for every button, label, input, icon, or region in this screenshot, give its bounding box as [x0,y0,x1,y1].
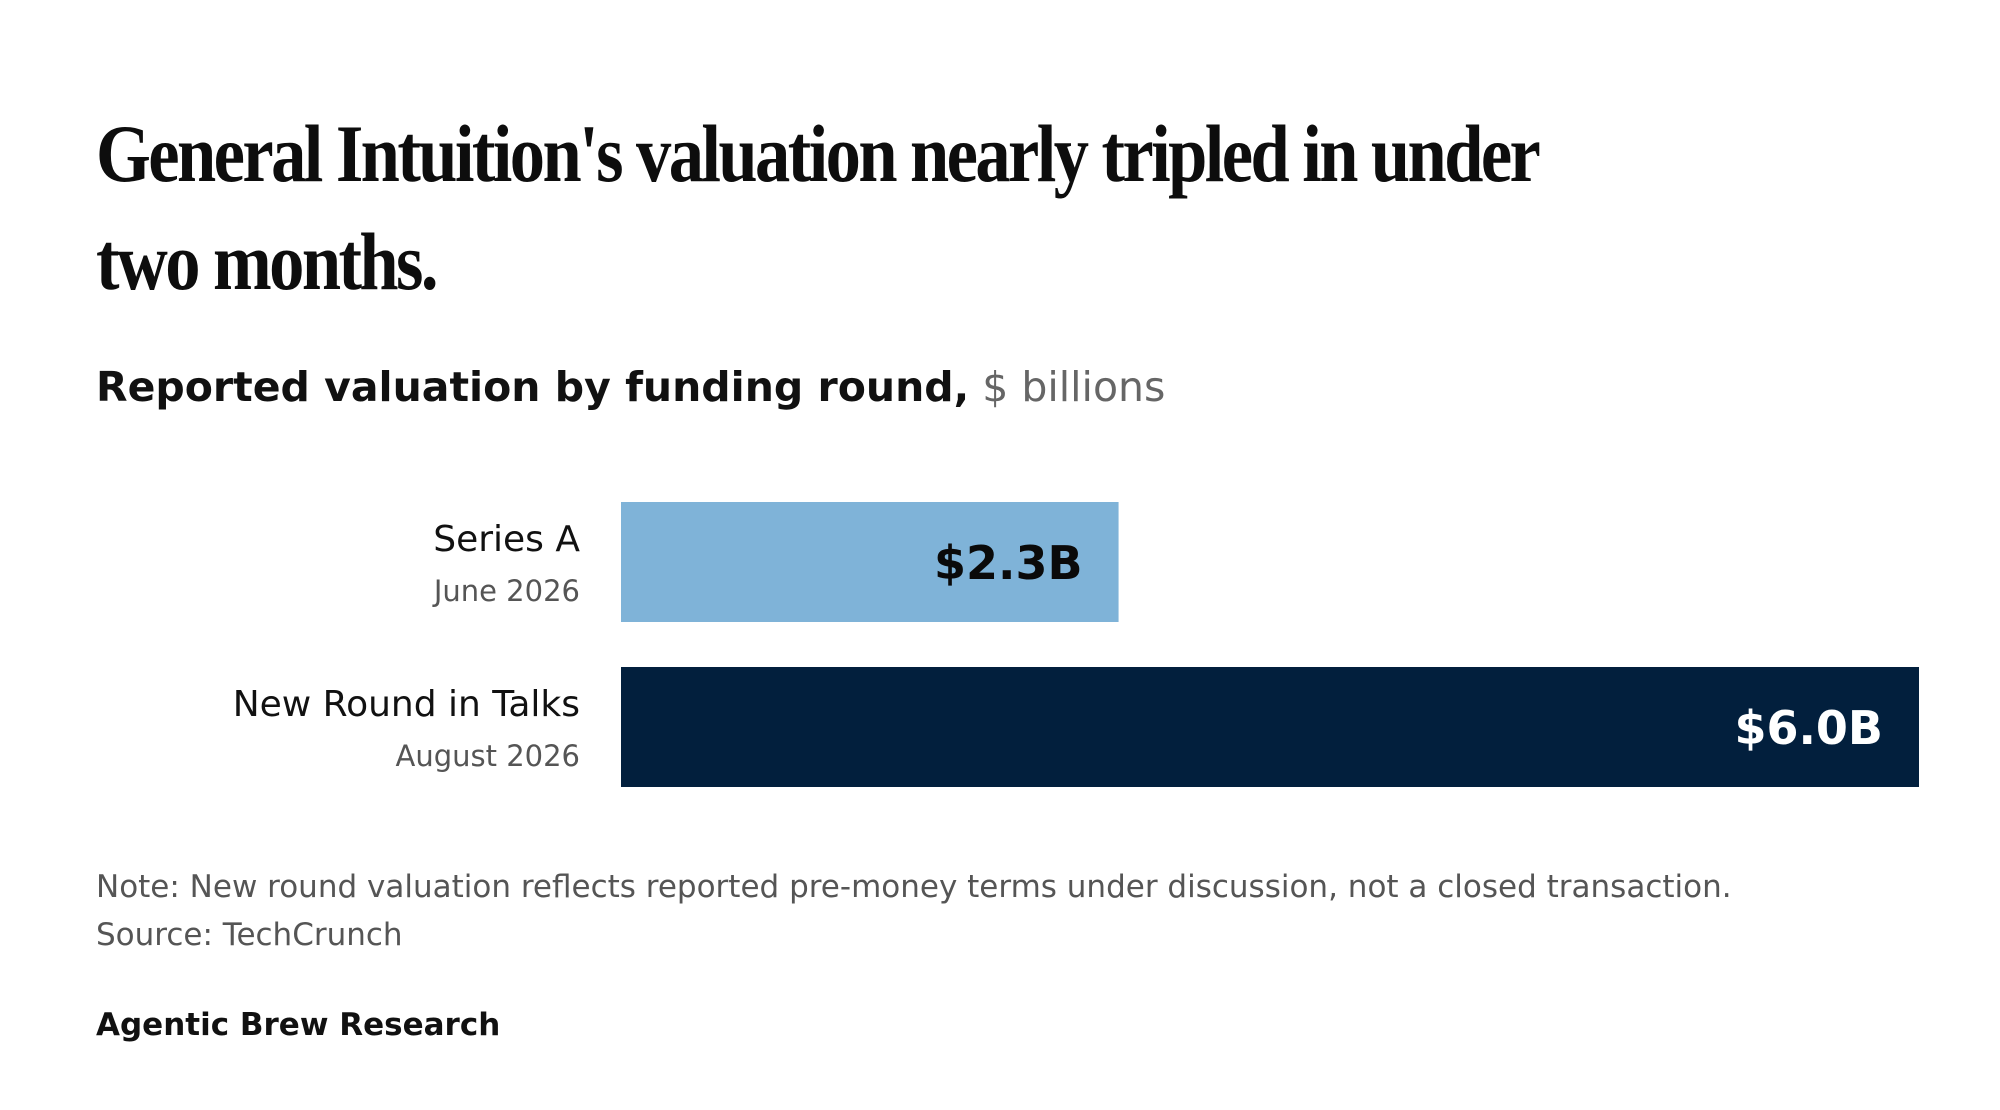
value-label-new-round-in-talks: $6.0B [1734,701,1883,755]
source-line: Source: TechCrunch [96,917,403,953]
category-date-series-a: June 2026 [432,574,580,608]
subtitle-main: Reported valuation by funding round, [96,363,970,411]
category-label-series-a: Series A [433,519,580,560]
value-label-series-a: $2.3B [934,536,1083,590]
brand-credit: Agentic Brew Research [96,1007,501,1043]
bar-new-round-in-talks [621,667,1919,787]
chart-subtitle: Reported valuation by funding round, $ b… [96,360,1165,414]
bar-chart: Series A June 2026 $2.3B New Round in Talks… [233,502,1919,787]
bar-series-a [621,502,1119,622]
category-date-new-round-in-talks: August 2026 [395,739,580,773]
chart-title: General Intuition's valuation nearly tri… [96,108,1540,307]
footnote: Note: New round valuation reflects repor… [96,869,1732,905]
category-label-new-round-in-talks: New Round in Talks [233,684,580,725]
subtitle-unit: $ billions [969,363,1166,411]
